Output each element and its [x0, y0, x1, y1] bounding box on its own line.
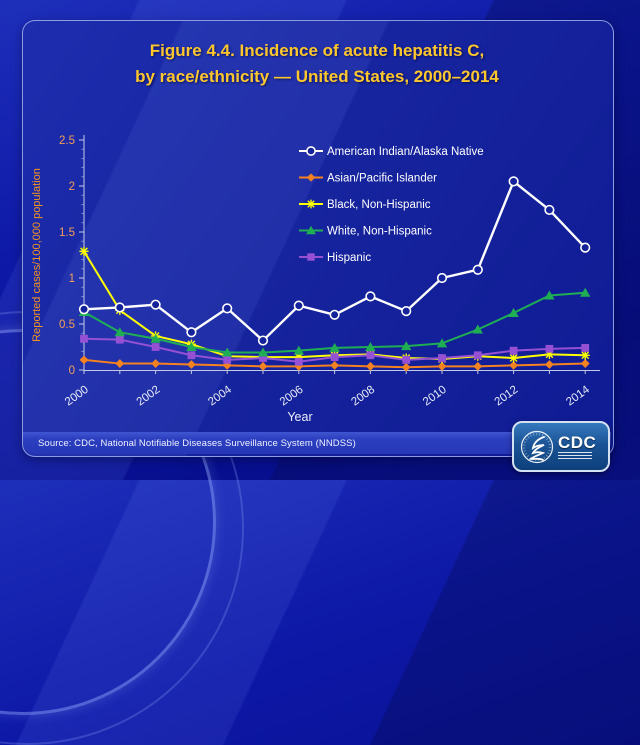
marker-circle [78, 304, 90, 315]
legend-label: Black, Non-Hispanic [327, 199, 431, 211]
footer-strip: Source: CDC, National Notifiable Disease… [23, 432, 611, 454]
y-tick-label: 1.5 [59, 227, 75, 239]
marker-diamond [473, 361, 483, 371]
marker-diamond [580, 359, 590, 368]
x-tick-label: 2002 [135, 384, 163, 409]
marker-triangle [472, 324, 483, 334]
source-note: Source: CDC, National Notifiable Disease… [38, 437, 356, 449]
marker-diamond [330, 361, 339, 370]
marker-triangle [186, 342, 197, 351]
marker-circle [150, 299, 161, 310]
marker-triangle [544, 290, 555, 300]
legend-label: White, Non-Hispanic [327, 226, 432, 238]
marker-square [545, 344, 554, 353]
legend-label: Hispanic [327, 252, 371, 264]
marker-square [80, 334, 88, 343]
legend-label: American Indian/Alaska Native [327, 146, 484, 158]
marker-diamond [151, 359, 160, 368]
marker-square [330, 353, 339, 362]
x-tick-label: 2008 [349, 384, 377, 409]
legend-label: Asian/Pacific Islander [327, 173, 437, 185]
marker-circle [580, 242, 591, 253]
marker-triangle [508, 307, 519, 317]
marker-square [259, 354, 267, 362]
figure-title: Figure 4.4. Incidence of acute hepatitis… [22, 38, 612, 90]
marker-square [294, 357, 303, 366]
x-tick-label: 2004 [206, 383, 234, 408]
marker-circle [222, 303, 233, 314]
marker-diamond [187, 360, 196, 369]
marker-square [402, 355, 411, 364]
marker-triangle [401, 341, 412, 351]
cdc-logo-text: CDC [558, 433, 597, 452]
y-axis-title: Reported cases/100,000 population [31, 168, 43, 342]
y-tick-label: 2.5 [59, 135, 75, 147]
marker-diamond [545, 360, 554, 369]
marker-diamond [258, 361, 268, 371]
y-tick-label: 1 [69, 273, 75, 285]
marker-triangle [114, 327, 125, 337]
marker-diamond [115, 359, 125, 368]
marker-diamond [306, 173, 316, 182]
marker-circle [401, 306, 412, 317]
x-tick-label: 2000 [63, 384, 91, 409]
hhs-eagle-icon [520, 430, 554, 463]
marker-circle [544, 204, 555, 216]
y-tick-label: 0 [69, 365, 75, 377]
cdc-logo-waves [558, 452, 592, 459]
marker-diamond [79, 355, 89, 365]
marker-circle [472, 264, 483, 275]
marker-square [151, 343, 160, 351]
marker-square [187, 351, 196, 360]
marker-square [473, 351, 482, 360]
figure-title-line1: Figure 4.4. Incidence of acute hepatitis… [149, 41, 485, 60]
marker-circle [306, 146, 316, 156]
marker-triangle [150, 333, 161, 343]
marker-square [509, 346, 518, 355]
marker-diamond [437, 361, 447, 371]
chart-panel [22, 20, 614, 457]
marker-diamond [366, 361, 375, 371]
marker-triangle [580, 287, 591, 297]
marker-square [307, 253, 315, 261]
marker-square [581, 344, 590, 352]
x-axis-title: Year [287, 410, 312, 424]
marker-circle [436, 272, 448, 284]
y-tick-label: 2 [69, 181, 75, 193]
line-chart: 0 0.5 1 1.5 2 2.5 2000 2002 2004 2006 2008 2010 2012… [31, 135, 600, 424]
marker-triangle [257, 347, 269, 357]
marker-square [366, 351, 375, 360]
marker-triangle [306, 225, 316, 235]
marker-diamond [509, 361, 518, 370]
marker-circle [293, 300, 304, 311]
marker-triangle [365, 342, 376, 351]
x-tick-label: 2012 [493, 384, 521, 409]
marker-circle [186, 327, 197, 338]
marker-circle [365, 291, 376, 302]
x-tick-label: 2014 [564, 383, 592, 408]
marker-triangle [222, 347, 233, 357]
figure-title-line2: by race/ethnicity — United States, 2000–… [135, 67, 499, 86]
marker-triangle [329, 342, 340, 352]
cdc-logo: CDC [512, 421, 610, 472]
marker-square [115, 335, 124, 344]
marker-triangle [436, 338, 448, 348]
x-tick-label: 2006 [278, 384, 306, 409]
marker-circle [329, 309, 340, 320]
x-tick-label: 2010 [421, 384, 449, 409]
marker-square [438, 354, 446, 362]
marker-square [223, 355, 232, 364]
marker-circle [114, 302, 125, 313]
y-tick-label: 0.5 [59, 319, 75, 331]
marker-circle [257, 335, 269, 346]
marker-circle [508, 176, 519, 187]
marker-diamond [401, 362, 411, 372]
marker-triangle [293, 345, 304, 355]
